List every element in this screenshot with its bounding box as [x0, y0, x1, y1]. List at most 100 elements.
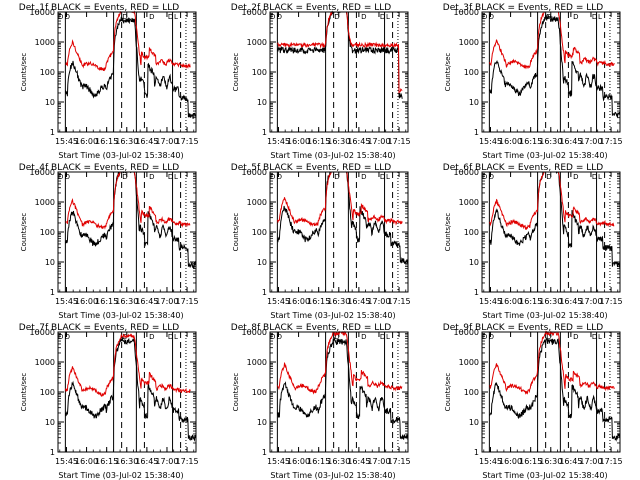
x-tick-label: 17:15	[176, 137, 199, 146]
x-tick-label: 16:00	[499, 137, 522, 146]
top-marker-label: D	[270, 333, 275, 341]
x-tick-label: 16:15	[95, 457, 118, 466]
x-axis-label: Start Time (03-Jul-02 15:38:40)	[58, 311, 183, 320]
panel-title: Det_3f BLACK = Events, RED = LLD	[443, 3, 603, 13]
top-marker-label: D	[334, 173, 339, 181]
plot-frame	[269, 11, 409, 133]
y-tick-label: 10000	[30, 8, 55, 17]
panel-title: Det_2f BLACK = Events, RED = LLD	[231, 3, 391, 13]
y-tick-label: 10	[257, 98, 267, 107]
plot-frame	[481, 11, 621, 133]
x-tick-label: 16:30	[327, 457, 350, 466]
x-tick-label: 17:15	[176, 457, 199, 466]
x-tick-label: 16:15	[95, 137, 118, 146]
series-events-line	[277, 10, 403, 99]
top-marker-label: L	[598, 333, 602, 341]
y-tick-label: 1000	[247, 358, 267, 367]
x-tick-label: 16:30	[539, 297, 562, 306]
x-tick-label: 16:45	[135, 457, 158, 466]
y-axis-label: Counts/sec	[232, 213, 240, 252]
x-tick-label: 17:15	[388, 137, 411, 146]
x-tick-label: 16:30	[115, 457, 138, 466]
y-tick-label: 1000	[35, 358, 55, 367]
top-marker-label: D	[58, 333, 63, 341]
y-tick-label: 100	[464, 68, 479, 77]
top-marker-label: D	[65, 333, 70, 341]
x-tick-label: 15:45	[479, 297, 502, 306]
x-axis-label: Start Time (03-Jul-02 15:38:40)	[482, 311, 607, 320]
y-tick-label: 10	[257, 418, 267, 427]
panel-title: Det_5f BLACK = Events, RED = LLD	[231, 163, 391, 173]
y-tick-label: 1	[50, 288, 55, 297]
y-tick-label: 100	[252, 228, 267, 237]
top-marker-label: L	[598, 13, 602, 21]
plot-frame	[269, 331, 409, 453]
top-marker-label: D	[482, 333, 487, 341]
series-events-line	[277, 171, 409, 264]
detector-panel-3: Det_3f BLACK = Events, RED = LLD Counts/s…	[443, 3, 623, 160]
y-tick-label: 10000	[454, 168, 479, 177]
series-events-line	[65, 336, 197, 442]
top-marker-label: L	[174, 173, 178, 181]
top-marker-label: D	[168, 13, 173, 21]
y-tick-label: 10000	[30, 328, 55, 337]
y-tick-label: 1	[262, 128, 267, 137]
y-tick-label: 10000	[454, 328, 479, 337]
x-tick-label: 16:15	[519, 457, 542, 466]
y-tick-label: 10	[45, 98, 55, 107]
y-tick-label: 10000	[454, 8, 479, 17]
y-axis-label: Counts/sec	[444, 53, 452, 92]
x-tick-label: 16:45	[559, 297, 582, 306]
y-tick-label: 1000	[459, 198, 479, 207]
top-marker-label: L	[598, 173, 602, 181]
y-tick-label: 1000	[459, 38, 479, 47]
x-axis-label: Start Time (03-Jul-02 15:38:40)	[58, 471, 183, 480]
x-tick-label: 16:00	[75, 297, 98, 306]
top-marker-label: D	[546, 173, 551, 181]
top-marker-label: D	[380, 13, 385, 21]
y-tick-label: 1	[474, 288, 479, 297]
series-events-line	[489, 171, 621, 268]
top-marker-label: D	[361, 173, 366, 181]
detector-panel-9: Det_9f BLACK = Events, RED = LLD Counts/s…	[443, 323, 623, 480]
panel-title: Det_8f BLACK = Events, RED = LLD	[231, 323, 391, 333]
plot-frame	[481, 331, 621, 453]
y-axis-label: Counts/sec	[232, 53, 240, 92]
y-tick-label: 10	[469, 258, 479, 267]
x-axis-label: Start Time (03-Jul-02 15:38:40)	[482, 471, 607, 480]
x-tick-label: 16:15	[307, 297, 330, 306]
y-tick-label: 1	[262, 448, 267, 457]
x-tick-label: 16:45	[559, 137, 582, 146]
x-tick-label: 15:45	[267, 297, 290, 306]
top-marker-label: L	[386, 173, 390, 181]
top-marker-label: L	[386, 13, 390, 21]
x-tick-label: 16:00	[499, 457, 522, 466]
x-tick-label: 16:30	[327, 297, 350, 306]
top-marker-label: D	[489, 173, 494, 181]
x-tick-label: 16:00	[287, 137, 310, 146]
top-marker-label: D	[168, 173, 173, 181]
x-tick-label: 16:15	[519, 137, 542, 146]
plot-frame	[481, 171, 621, 293]
detector-panel-6: Det_6f BLACK = Events, RED = LLD Counts/s…	[443, 163, 623, 320]
top-marker-label: D	[361, 13, 366, 21]
x-tick-label: 16:45	[347, 457, 370, 466]
panel-title: Det_6f BLACK = Events, RED = LLD	[443, 163, 603, 173]
top-marker-label: D	[334, 333, 339, 341]
plot-frame	[269, 171, 409, 293]
panel-title: Det_4f BLACK = Events, RED = LLD	[19, 163, 179, 173]
top-marker-label: D	[58, 173, 63, 181]
y-tick-label: 100	[464, 388, 479, 397]
y-tick-label: 100	[252, 388, 267, 397]
x-tick-label: 15:45	[479, 457, 502, 466]
y-tick-label: 10	[45, 418, 55, 427]
x-tick-label: 17:15	[600, 457, 623, 466]
x-tick-label: 17:00	[579, 297, 602, 306]
series-lld-line	[277, 330, 403, 395]
y-tick-label: 1000	[247, 38, 267, 47]
x-tick-label: 17:00	[155, 457, 178, 466]
x-tick-label: 17:15	[600, 297, 623, 306]
x-tick-label: 15:45	[267, 137, 290, 146]
top-marker-label: D	[149, 333, 154, 341]
